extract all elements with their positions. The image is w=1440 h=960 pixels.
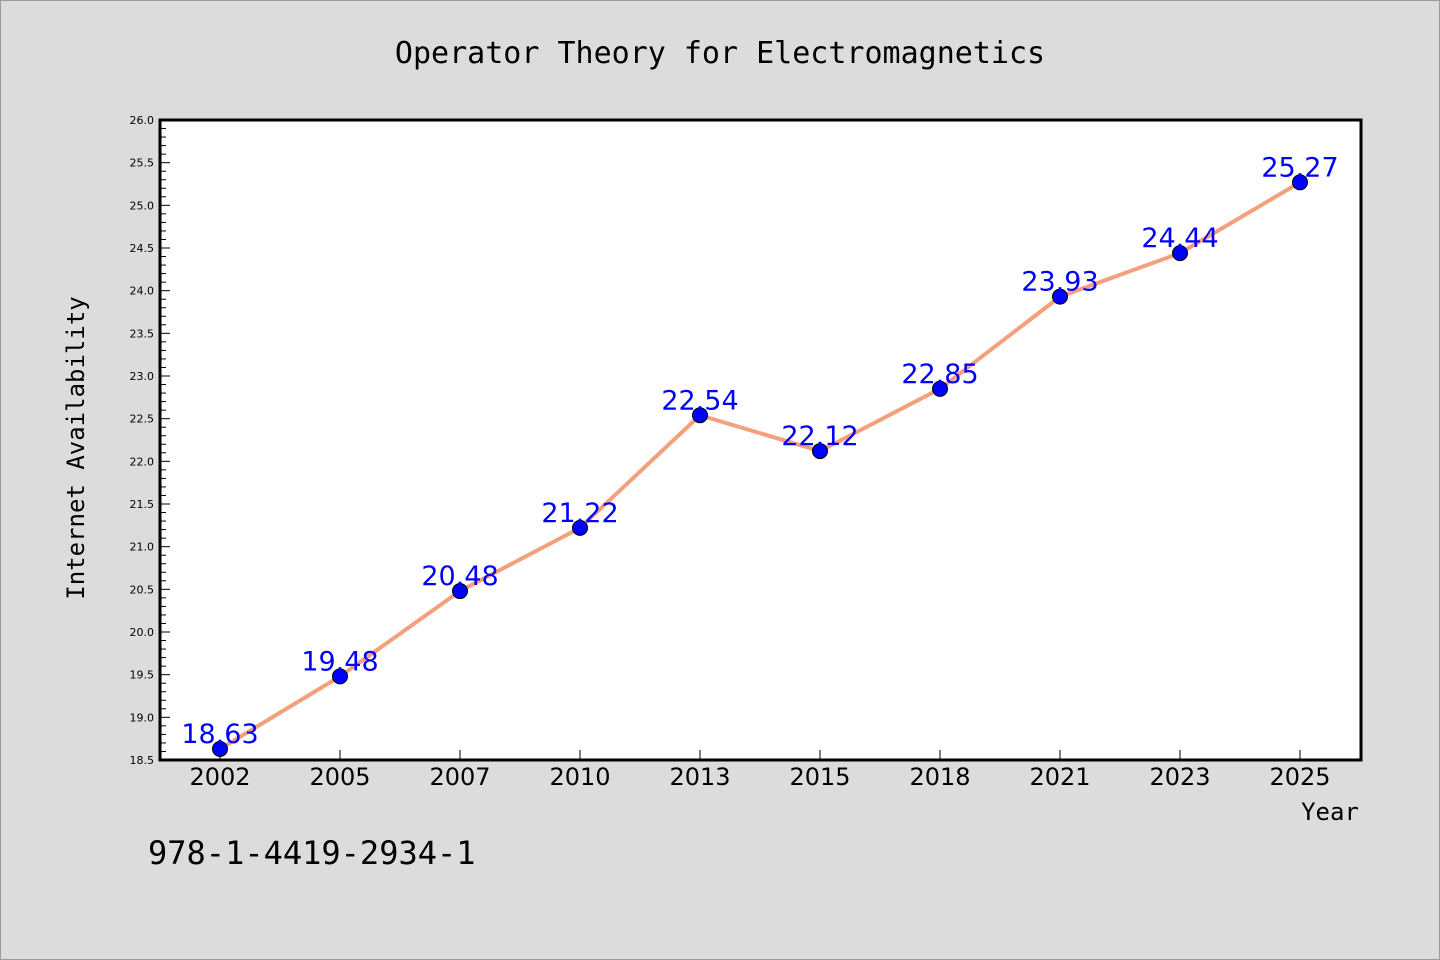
data-point [452, 583, 468, 600]
chart-title: Operator Theory for Electromagnetics [395, 36, 1045, 71]
data-label: 22.12 [781, 421, 858, 452]
isbn-text: 978-1-4419-2934-1 [148, 834, 476, 872]
data-point [932, 380, 948, 397]
data-label: 22.54 [661, 385, 738, 416]
data-point [572, 519, 588, 536]
x-tick-label: 2025 [1269, 763, 1330, 791]
data-label: 19.48 [301, 646, 378, 677]
series-line-layer [218, 180, 1302, 751]
y-tick-label: 22.5 [130, 413, 155, 426]
data-label: 25.27 [1261, 152, 1338, 183]
series-line [218, 180, 1302, 751]
data-label: 23.93 [1021, 267, 1098, 298]
data-label: 18.63 [181, 719, 258, 750]
data-label-layer: 18.63 19.48 20.48 21.22 22.54 22.12 22.85 23.93… [181, 152, 1338, 750]
data-point [212, 740, 228, 757]
data-point [1172, 245, 1188, 262]
y-tick-label: 22.0 [130, 455, 155, 468]
x-tick-label: 2010 [549, 763, 610, 791]
y-tick-label: 21.0 [130, 541, 155, 554]
x-tick-label: 2007 [429, 763, 490, 791]
data-point [332, 668, 348, 685]
y-tick-label: 24.5 [130, 242, 155, 255]
x-axis-label: Year [1301, 798, 1359, 826]
y-tick-label: 20.5 [130, 583, 155, 596]
x-tick-label: 2015 [789, 763, 850, 791]
plot-area [158, 118, 1363, 762]
data-label: 20.48 [421, 561, 498, 592]
x-tick-label: 2023 [1149, 763, 1210, 791]
x-tick-label: 2005 [309, 763, 370, 791]
x-tick-label: 2021 [1029, 763, 1090, 791]
data-label: 22.85 [901, 359, 978, 390]
marker-layer [212, 174, 1308, 757]
y-axis-label: Internet Availability [62, 296, 90, 599]
data-point [812, 443, 828, 460]
y-tick-label: 24.0 [130, 285, 155, 298]
data-label: 21.22 [541, 498, 618, 529]
y-tick-label: 19.5 [130, 669, 155, 682]
y-axis: 18.5 19.0 19.5 20.0 20.5 21.0 21.5 22.0 22.5 23.0… [130, 114, 170, 767]
y-tick-label: 26.0 [130, 114, 155, 127]
y-tick-label: 18.5 [130, 754, 155, 767]
y-tick-label: 20.0 [130, 626, 155, 639]
x-axis: 2002 2005 2007 2010 2013 2015 2018 2021 2023 2025 [189, 750, 1331, 791]
data-point [1052, 288, 1068, 305]
x-tick-label: 2002 [189, 763, 250, 791]
x-tick-label: 2018 [909, 763, 970, 791]
y-tick-label: 21.5 [130, 498, 155, 511]
y-tick-label: 23.5 [130, 327, 155, 340]
x-tick-label: 2013 [669, 763, 730, 791]
data-point [692, 407, 708, 424]
y-tick-label: 23.0 [130, 370, 155, 383]
y-tick-label: 19.0 [130, 711, 155, 724]
data-point [1292, 174, 1308, 191]
y-tick-label: 25.0 [130, 199, 155, 212]
data-label: 24.44 [1141, 223, 1218, 254]
y-tick-label: 25.5 [130, 157, 155, 170]
